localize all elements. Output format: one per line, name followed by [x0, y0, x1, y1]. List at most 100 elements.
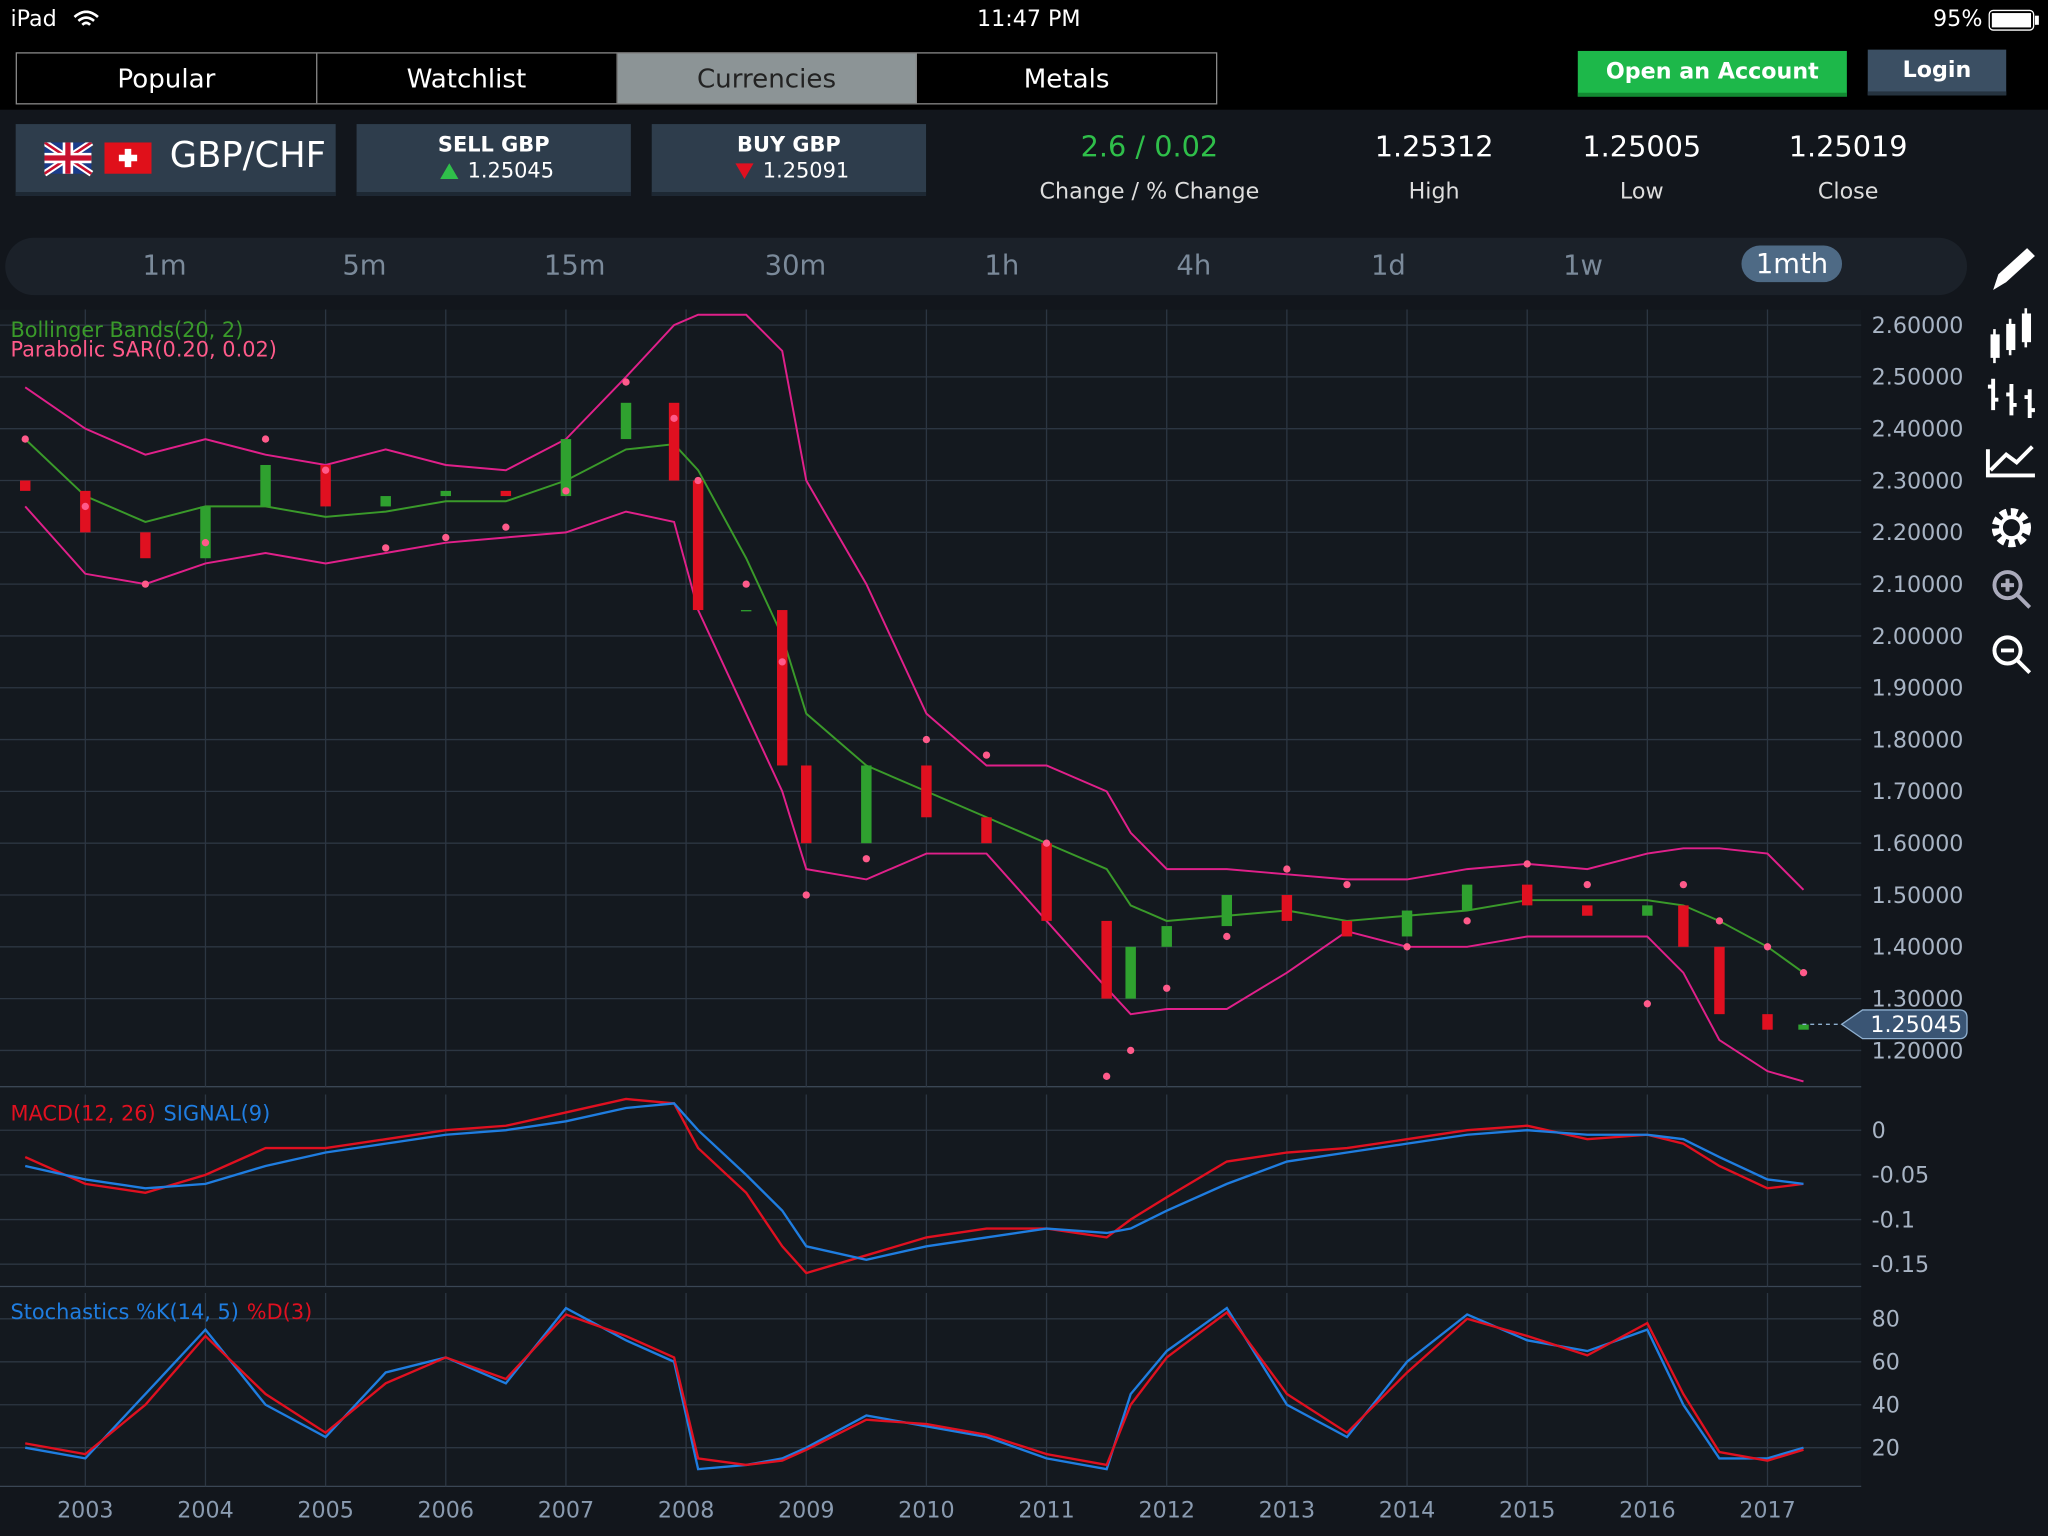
y-tick-label: 80: [1872, 1307, 1900, 1333]
timeframe[interactable]: 1m: [142, 249, 187, 281]
close-label: Close: [1817, 178, 1879, 206]
candle: [380, 496, 391, 507]
sar-dot: [778, 658, 786, 666]
low-label: Low: [1619, 178, 1664, 206]
y-tick-label: 1.80000: [1872, 727, 1964, 753]
sar-dot: [622, 378, 630, 386]
line-icon[interactable]: [1985, 445, 2035, 478]
toolbar: [1985, 248, 2035, 675]
sar-dot: [1463, 917, 1471, 925]
high-label: High: [1408, 178, 1460, 206]
candle: [1101, 920, 1112, 999]
candle: [200, 506, 211, 559]
sar-dot: [742, 580, 750, 588]
timeframe[interactable]: 30m: [764, 249, 827, 281]
sar-dot: [442, 533, 450, 542]
y-tick-label: 2.60000: [1872, 313, 1964, 339]
candle: [260, 464, 271, 507]
timeframe[interactable]: 1h: [984, 249, 1020, 281]
tab[interactable]: Currencies: [617, 53, 918, 104]
tab[interactable]: Popular: [17, 53, 318, 104]
zoom-in-icon[interactable]: [1992, 570, 2032, 609]
y-tick-label: 1.30000: [1872, 986, 1964, 1012]
candle: [921, 765, 932, 818]
candle: [80, 490, 91, 533]
chart: 2.60000 2.50000 2.40000 2.30000 2.20000 2.100…: [0, 309, 1968, 1524]
sar-dot: [802, 891, 810, 899]
legend-entry: Parabolic SAR(0.20, 0.02): [10, 338, 277, 362]
timeframe[interactable]: 1d: [1370, 249, 1406, 281]
zoom-out-icon[interactable]: [1992, 635, 2032, 675]
legend-entry: SIGNAL(9): [164, 1102, 271, 1126]
x-tick-label: 2009: [778, 1498, 834, 1524]
y-tick-label: 60: [1872, 1350, 1900, 1376]
tab[interactable]: Metals: [1023, 62, 1110, 95]
sell-price: 1.25045: [467, 158, 555, 183]
legend-entry: %D(3): [247, 1300, 312, 1324]
y-tick-label: 1.50000: [1872, 883, 1964, 909]
sar-dot: [922, 735, 931, 744]
up-arrow: [440, 163, 459, 179]
candle: [1281, 894, 1293, 921]
candle: [1521, 884, 1533, 906]
x-tick-label: 2010: [898, 1498, 954, 1524]
candle: [1125, 946, 1136, 999]
candle: [140, 532, 151, 559]
sar-dot: [1523, 860, 1531, 868]
candle: [1461, 884, 1473, 911]
candle: [1762, 1014, 1773, 1030]
buy-button[interactable]: BUY GBP 1.25091: [651, 124, 927, 196]
sell-label: SELL GBP: [437, 131, 550, 157]
sar-dot: [1283, 865, 1291, 873]
bars-icon[interactable]: [1987, 378, 2035, 418]
plot-background: [0, 309, 1862, 1487]
sell-button[interactable]: SELL GBP 1.25045: [356, 124, 631, 196]
pencil-icon[interactable]: [1993, 248, 2035, 290]
candle: [1678, 905, 1689, 947]
sar-dot: [1679, 880, 1688, 889]
x-tick-label: 2014: [1379, 1498, 1435, 1524]
x-tick-label: 2008: [658, 1498, 714, 1524]
candle: [668, 402, 680, 481]
tab[interactable]: Watchlist: [317, 53, 618, 104]
candles-icon[interactable]: [1990, 308, 2032, 364]
timeframe[interactable]: 15m: [543, 249, 606, 281]
buy-label: BUY GBP: [737, 131, 841, 157]
candle: [1642, 905, 1653, 916]
timeframe[interactable]: 1w: [1563, 249, 1603, 281]
candle: [560, 439, 572, 497]
timeframe-bar: 1m 5m 15m 30m 1h 4h 1d 1w 1mth: [5, 237, 1968, 296]
indicator-line: [25, 1306, 1804, 1471]
high: 1.25312: [1374, 131, 1494, 165]
timeframe[interactable]: 5m: [342, 249, 387, 281]
candle: [1161, 926, 1172, 947]
battery-icon: [1988, 9, 2039, 31]
candle: [1714, 946, 1725, 1015]
legend-entry: MACD(12, 26): [10, 1102, 155, 1126]
y-tick-label: 1.70000: [1872, 779, 1964, 805]
x-tick-label: 2015: [1499, 1498, 1555, 1524]
instrument-selector[interactable]: GBP/CHF: [15, 124, 336, 196]
sar-dot: [502, 523, 510, 531]
x-tick-label: 2005: [297, 1498, 353, 1524]
login-button[interactable]: Login: [1867, 49, 2007, 96]
indicator-line: [25, 1310, 1804, 1467]
x-tick-label: 2004: [177, 1498, 233, 1524]
y-tick-label: 20: [1872, 1436, 1900, 1462]
current-price-tag: [1840, 1009, 1968, 1040]
candle: [1041, 843, 1052, 921]
y-tick-label: 1.20000: [1872, 1038, 1964, 1064]
candle: [620, 402, 632, 440]
y-tick-label: 2.10000: [1872, 572, 1964, 598]
top-bar: iPad 11:47 PM 95% Popular Watchlist Curr…: [0, 0, 2048, 110]
settings-icon[interactable]: [1991, 508, 2032, 548]
timeframe[interactable]: 4h: [1176, 249, 1212, 281]
open-account-button[interactable]: Open an Account: [1577, 50, 1847, 97]
sar-dot: [21, 435, 29, 443]
y-tick-label: 1.40000: [1872, 935, 1964, 961]
sar-dot: [1715, 917, 1724, 925]
pair: GBP/CHF: [169, 135, 326, 177]
clock: 11:47 PM: [976, 6, 1081, 33]
timeframe[interactable]: 1mth: [1741, 245, 1843, 283]
